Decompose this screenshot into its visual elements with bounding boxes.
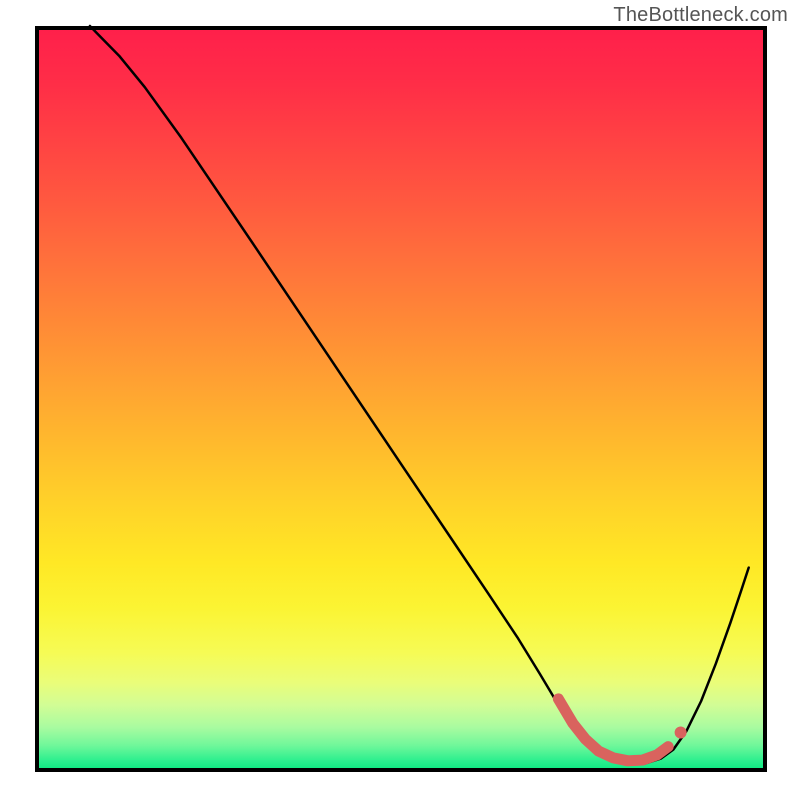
trough-end-dot: [675, 726, 687, 738]
attribution-label: TheBottleneck.com: [613, 4, 788, 27]
trough-highlight: [558, 699, 668, 761]
bottleneck-curve: [90, 26, 749, 764]
chart-frame: TheBottleneck.com: [0, 0, 800, 800]
curve-layer: [35, 26, 767, 772]
